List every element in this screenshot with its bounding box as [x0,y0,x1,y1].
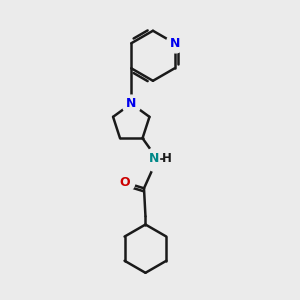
Text: N: N [149,152,160,165]
Text: N: N [169,37,180,50]
Text: O: O [119,176,130,189]
Text: N: N [126,97,136,110]
Text: H: H [162,152,172,165]
